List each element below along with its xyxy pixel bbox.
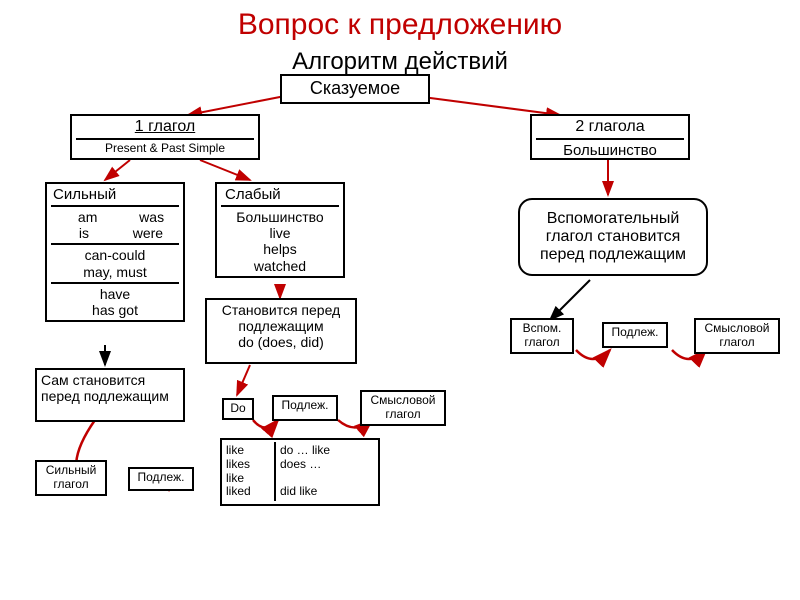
weak-tag-do: Do [222,398,254,420]
root-node: Сказуемое [280,74,430,104]
branch1-title: 1 глагол [135,118,195,136]
branch2-title: 2 глагола [575,118,644,136]
branch2-becomes: Вспомогательный глагол становится перед … [518,198,708,276]
root-label: Сказуемое [310,78,400,99]
subtitle: Алгоритм действий [200,48,600,76]
branch2-tag-subject: Подлеж. [602,322,668,348]
branch1-sub: Present & Past Simple [105,142,225,156]
strong-becomes: Сам становится перед подлежащим [35,368,185,422]
weak-tag-sense: Смысловой глагол [360,390,446,426]
strong-header: Сильный [51,186,116,203]
weak-becomes: Становится перед подлежащим do (does, di… [205,298,357,364]
branch2-tag-sense: Смысловой глагол [694,318,780,354]
branch2-header: 2 глагола Большинство [530,114,690,160]
weak-becomes-text: Становится перед подлежащим do (does, di… [211,302,351,350]
strong-modals: can-could may, must [51,247,179,279]
strong-becomes-text: Сам становится перед подлежащим [41,372,179,404]
weak-tag-sense-text: Смысловой глагол [366,394,440,422]
strong-were: were [133,225,163,241]
weak-header: Слабый [221,186,281,203]
weak-tag-subject: Подлеж. [272,395,338,421]
strong-tag-subject: Подлеж. [128,467,194,491]
strong-is: is [79,225,89,241]
branch2-tag-aux-text: Вспом. глагол [516,322,568,350]
strong-tag-subject-text: Подлеж. [138,471,185,485]
strong-tag-verb: Сильный глагол [35,460,107,496]
page-title: Вопрос к предложению [150,8,650,42]
weak-ex-left: like likes like liked [224,442,276,501]
branch2-becomes-text: Вспомогательный глагол становится перед … [528,210,698,264]
weak-ex-right: do … like does … did like [276,442,376,501]
branch1-header: 1 глагол Present & Past Simple [70,114,260,160]
strong-box: Сильный am was is were can-could may, mu… [45,182,185,322]
weak-tag-subject-text: Подлеж. [282,399,329,413]
strong-have: have has got [51,286,179,318]
strong-was: was [139,209,164,225]
strong-am: am [78,209,97,225]
branch2-tag-sense-text: Смысловой глагол [700,322,774,350]
branch2-tag-aux: Вспом. глагол [510,318,574,354]
branch2-sub: Большинство [563,142,657,159]
weak-example: like likes like liked do … like does … d… [220,438,380,506]
weak-tag-do-text: Do [230,402,245,416]
strong-tag-verb-text: Сильный глагол [41,464,101,492]
weak-box: Слабый Большинство live helps watched [215,182,345,278]
branch2-tag-subject-text: Подлеж. [612,326,659,340]
weak-body: Большинство live helps watched [236,209,323,273]
